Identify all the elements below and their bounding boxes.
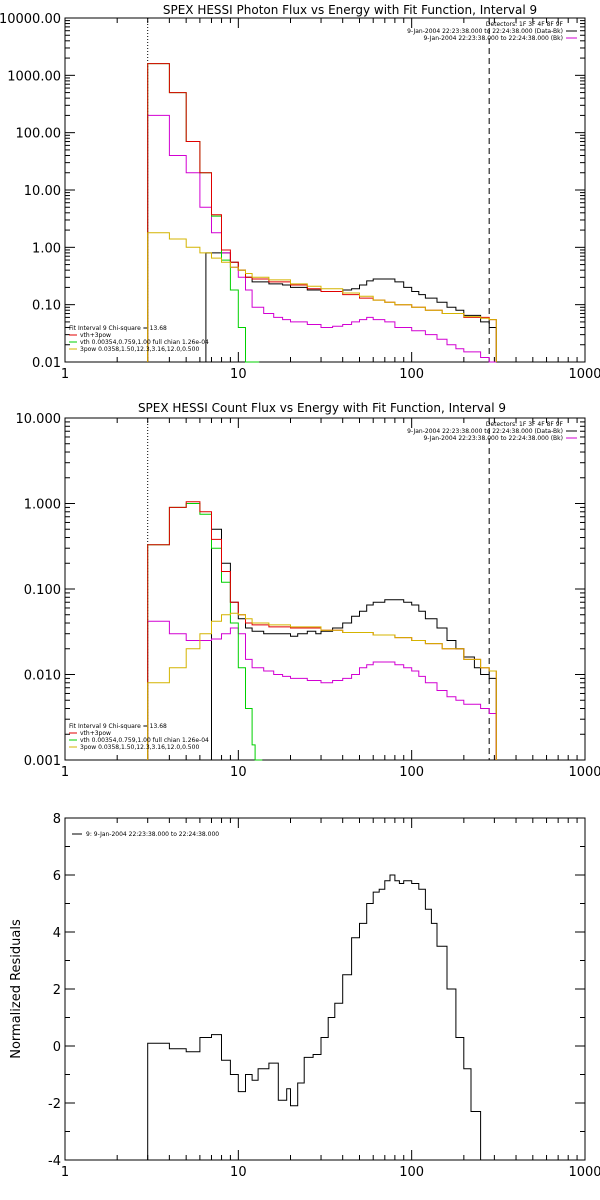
series-data-bk xyxy=(205,252,497,362)
series-vth+3pow xyxy=(147,63,497,362)
y-tick-label: 10.00 xyxy=(24,184,61,199)
photon-flux-plot-frame xyxy=(64,17,586,363)
residuals-series xyxy=(147,874,488,1161)
legend-top-entry: Detectors: 1F 3F 4F 8F 9F xyxy=(486,21,564,28)
x-tick-label: 1 xyxy=(61,765,69,780)
legend-bottom-entry: 3pow 0.0358,1.50,12.3,3.16,12.0,0.500 xyxy=(80,346,199,353)
photon-flux-title: SPEX HESSI Photon Flux vs Energy with Fi… xyxy=(163,3,537,17)
residuals-legend-label: 9: 9-Jan-2004 22:23:38.000 to 22:24:38.0… xyxy=(86,831,219,838)
y-tick-label: -2 xyxy=(48,1097,61,1112)
y-tick-label: 6 xyxy=(53,869,61,884)
legend-bottom-entry: vth 0.00354,0.759,1.00 full chian 1.26e-… xyxy=(80,737,209,744)
y-tick-label: 0 xyxy=(53,1040,61,1055)
y-tick-label: 1.00 xyxy=(32,241,61,256)
count-flux-legend-top: Detectors: 1F 3F 4F 8F 9F9-Jan-2004 22:2… xyxy=(407,421,577,442)
photon-flux-y-axis: 0.01 0.10 1.00 10.00 100.00 1000.00 10000.00 xyxy=(0,12,585,371)
residuals-plot-frame xyxy=(64,817,586,1161)
count-flux-plot-frame xyxy=(64,417,586,761)
legend-top-entry: 9-Jan-2004 22:23:38.000 to 22:24:38.000 … xyxy=(423,35,563,42)
y-tick-label: 0.010 xyxy=(24,669,61,684)
photon-flux-x-axis: 1 10 100 1000 xyxy=(61,18,600,382)
count-flux-series xyxy=(147,501,497,761)
count-flux-x-axis: 1 10 100 1000 xyxy=(61,418,600,780)
series-bk xyxy=(147,620,497,760)
y-tick-label: 8 xyxy=(53,812,61,827)
legend-bottom-entry: vth 0.00354,0.759,1.00 full chian 1.26e-… xyxy=(80,339,209,346)
y-tick-label: 0.001 xyxy=(24,754,61,769)
x-tick-label: 1 xyxy=(61,1165,69,1180)
y-tick-label: 100.00 xyxy=(16,127,62,142)
y-tick-label: 4 xyxy=(53,926,61,941)
photon-flux-series xyxy=(147,63,497,363)
legend-bottom-entry: 3pow 0.0358,1.50,12.3,3.16,12.0,0.500 xyxy=(80,744,199,751)
y-tick-label: -4 xyxy=(48,1154,61,1169)
x-tick-label: 100 xyxy=(399,367,424,382)
series-data-bk xyxy=(211,528,497,760)
x-tick-label: 1 xyxy=(61,367,69,382)
residuals-y-axis: -4 -2 0 2 4 6 8 xyxy=(48,812,585,1169)
photon-flux-legend-top: Detectors: 1F 3F 4F 8F 9F9-Jan-2004 22:2… xyxy=(407,21,577,42)
count-flux-title: SPEX HESSI Count Flux vs Energy with Fit… xyxy=(138,401,506,415)
count-flux-panel: SPEX HESSI Count Flux vs Energy with Fit… xyxy=(16,401,600,780)
legend-bottom-entry: Fit Interval 9 Chi-square = 13.68 xyxy=(69,325,167,332)
x-tick-label: 10 xyxy=(230,1165,247,1180)
legend-top-entry: 9-Jan-2004 22:23:38.000 to 22:24:38.000 … xyxy=(407,28,563,35)
legend-bottom-entry: vth+3pow xyxy=(80,332,111,339)
x-tick-label: 100 xyxy=(399,1165,424,1180)
y-tick-label: 10.000 xyxy=(16,412,62,427)
x-tick-label: 10 xyxy=(230,367,247,382)
legend-top-entry: 9-Jan-2004 22:23:38.000 to 22:24:38.000 … xyxy=(423,435,563,442)
series-3pow xyxy=(147,232,497,362)
count-flux-marker-lines xyxy=(147,418,490,760)
series-vth xyxy=(147,63,260,363)
x-tick-label: 10 xyxy=(230,765,247,780)
x-tick-label: 1000 xyxy=(568,367,600,382)
y-tick-label: 0.10 xyxy=(32,299,61,314)
photon-flux-legend-bottom: Fit Interval 9 Chi-square = 13.68vth+3po… xyxy=(69,325,209,353)
y-tick-label: 0.01 xyxy=(32,356,61,371)
y-tick-label: 1.000 xyxy=(24,498,61,513)
x-tick-label: 1000 xyxy=(568,765,600,780)
legend-bottom-entry: Fit Interval 9 Chi-square = 13.68 xyxy=(69,723,167,730)
y-tick-label: 0.100 xyxy=(24,583,61,598)
residuals-panel: Normalized Residuals 1 10 100 1000 -4 -2 0 2 4 6… xyxy=(9,812,600,1180)
x-tick-label: 1000 xyxy=(568,1165,600,1180)
photon-flux-panel: SPEX HESSI Photon Flux vs Energy with Fi… xyxy=(0,3,600,382)
y-tick-label: 1000.00 xyxy=(7,69,61,84)
legend-top-entry: Detectors: 1F 3F 4F 8F 9F xyxy=(486,421,564,428)
residuals-y-axis-label: Normalized Residuals xyxy=(9,919,24,1059)
legend-top-entry: 9-Jan-2004 22:23:38.000 to 22:24:38.000 … xyxy=(407,428,563,435)
x-tick-label: 100 xyxy=(399,765,424,780)
series-3pow xyxy=(147,612,497,760)
y-tick-label: 10000.00 xyxy=(0,12,61,27)
series-vth xyxy=(147,503,263,761)
residuals-x-axis: 1 10 100 1000 xyxy=(61,818,600,1180)
count-flux-y-axis: 0.001 0.010 0.100 1.000 10.000 xyxy=(16,412,585,769)
y-tick-label: 2 xyxy=(53,983,61,998)
legend-bottom-entry: vth+3pow xyxy=(80,730,111,737)
series-residuals xyxy=(147,874,488,1161)
count-flux-legend-bottom: Fit Interval 9 Chi-square = 13.68vth+3po… xyxy=(69,723,209,751)
